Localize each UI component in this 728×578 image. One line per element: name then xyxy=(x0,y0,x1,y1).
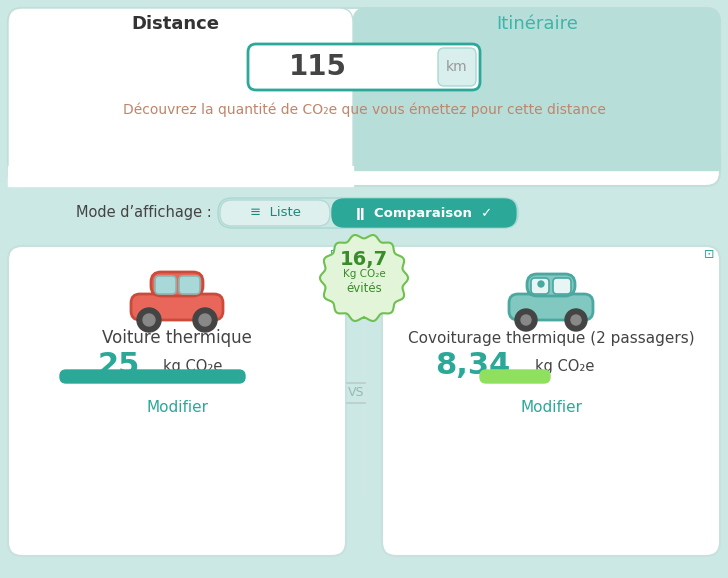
Text: VS: VS xyxy=(348,387,364,399)
Text: évités: évités xyxy=(346,281,382,295)
FancyBboxPatch shape xyxy=(131,294,223,320)
FancyBboxPatch shape xyxy=(353,8,720,170)
Circle shape xyxy=(565,309,587,331)
Text: Distance: Distance xyxy=(131,15,219,33)
FancyBboxPatch shape xyxy=(218,198,518,228)
FancyBboxPatch shape xyxy=(155,276,176,294)
Text: kg CO₂e: kg CO₂e xyxy=(163,358,222,373)
FancyBboxPatch shape xyxy=(248,44,480,90)
Circle shape xyxy=(571,315,581,325)
Circle shape xyxy=(143,314,155,326)
FancyBboxPatch shape xyxy=(480,370,550,383)
FancyBboxPatch shape xyxy=(8,8,353,186)
Text: Itinéraire: Itinéraire xyxy=(496,15,578,33)
Circle shape xyxy=(137,308,161,332)
FancyBboxPatch shape xyxy=(527,274,575,296)
Circle shape xyxy=(521,315,531,325)
Text: Modifier: Modifier xyxy=(520,401,582,416)
Text: 25: 25 xyxy=(98,351,140,380)
Text: ǁ  Comparaison  ✓: ǁ Comparaison ✓ xyxy=(356,206,492,220)
Text: kg CO₂e: kg CO₂e xyxy=(535,358,594,373)
FancyBboxPatch shape xyxy=(220,200,330,226)
Text: Covoiturage thermique (2 passagers): Covoiturage thermique (2 passagers) xyxy=(408,331,695,346)
FancyBboxPatch shape xyxy=(8,8,720,186)
FancyBboxPatch shape xyxy=(509,294,593,320)
Text: ≡  Liste: ≡ Liste xyxy=(250,206,301,220)
FancyBboxPatch shape xyxy=(332,199,516,227)
FancyBboxPatch shape xyxy=(60,370,245,383)
Text: ⊡: ⊡ xyxy=(330,249,340,261)
FancyBboxPatch shape xyxy=(438,48,476,86)
Text: Mode d’affichage :: Mode d’affichage : xyxy=(76,206,212,220)
Circle shape xyxy=(199,314,211,326)
Text: 16,7: 16,7 xyxy=(340,250,388,269)
Text: Découvrez la quantité de CO₂e que vous émettez pour cette distance: Découvrez la quantité de CO₂e que vous é… xyxy=(122,103,606,117)
FancyBboxPatch shape xyxy=(8,246,346,556)
FancyBboxPatch shape xyxy=(553,278,571,294)
Text: ⊡: ⊡ xyxy=(704,249,714,261)
Text: Kg CO₂e: Kg CO₂e xyxy=(343,269,385,279)
FancyBboxPatch shape xyxy=(151,272,203,296)
Text: 8,34: 8,34 xyxy=(435,351,510,380)
Circle shape xyxy=(515,309,537,331)
Text: Voiture thermique: Voiture thermique xyxy=(102,329,252,347)
Circle shape xyxy=(193,308,217,332)
Text: 115: 115 xyxy=(289,53,347,81)
FancyBboxPatch shape xyxy=(531,278,549,294)
Text: km: km xyxy=(446,60,468,74)
Text: Modifier: Modifier xyxy=(146,401,208,416)
Bar xyxy=(353,155,720,170)
Bar xyxy=(8,166,353,186)
Circle shape xyxy=(538,281,544,287)
FancyBboxPatch shape xyxy=(179,276,200,294)
FancyBboxPatch shape xyxy=(382,246,720,556)
Polygon shape xyxy=(320,235,408,321)
